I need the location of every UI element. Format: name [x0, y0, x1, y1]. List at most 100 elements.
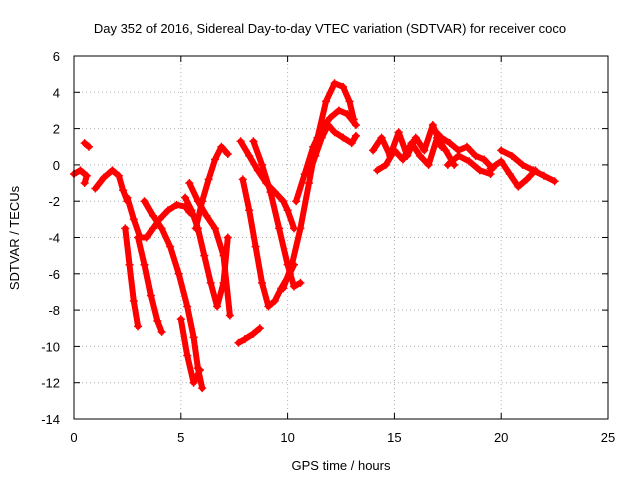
data-point [539, 171, 548, 180]
data-point [149, 211, 158, 220]
data-point [522, 175, 531, 184]
data-point [210, 224, 219, 233]
data-point [123, 193, 132, 202]
data-point [99, 173, 108, 182]
data-point [245, 206, 254, 215]
series-arc-11 [191, 142, 232, 233]
x-tick-label: 20 [494, 430, 508, 445]
y-tick-label: 6 [53, 49, 60, 64]
data-point [183, 302, 192, 311]
data-point [290, 282, 299, 291]
data-point [486, 164, 495, 173]
data-point [142, 233, 151, 242]
data-point [264, 302, 273, 311]
data-point [191, 224, 200, 233]
data-point [296, 224, 305, 233]
data-point [420, 146, 429, 155]
data-point [213, 302, 222, 311]
data-point [198, 384, 207, 393]
data-point [275, 224, 284, 233]
data-point [245, 151, 254, 160]
series-arc-14 [249, 137, 305, 291]
data-point [146, 291, 155, 300]
data-point [445, 139, 454, 148]
data-point [84, 142, 93, 151]
data-point [80, 179, 89, 188]
data-point [270, 297, 279, 306]
data-point [390, 146, 399, 155]
data-point [377, 133, 386, 142]
data-point [223, 233, 232, 242]
y-tick-label: 4 [53, 85, 60, 100]
data-point [125, 260, 134, 269]
data-point [257, 278, 266, 287]
data-point [529, 166, 538, 175]
data-point [134, 322, 143, 331]
data-point [339, 133, 348, 142]
y-tick-label: -14 [41, 412, 60, 427]
data-point [225, 311, 234, 320]
data-point [200, 251, 209, 260]
data-point [497, 157, 506, 166]
data-point [257, 160, 266, 169]
data-point [181, 193, 190, 202]
data-point [196, 365, 205, 374]
data-point [183, 351, 192, 360]
series-line [71, 167, 90, 186]
chart-title: Day 352 of 2016, Sidereal Day-to-day VTE… [94, 21, 566, 36]
series-arc-8 [176, 315, 205, 387]
data-point [166, 242, 175, 251]
data-point [140, 197, 149, 206]
data-point [234, 338, 243, 347]
data-point [550, 177, 559, 186]
data-point [292, 197, 301, 206]
data-point [411, 133, 420, 142]
data-point [326, 113, 335, 122]
series-line [374, 134, 458, 174]
data-point [518, 160, 527, 169]
y-tick-label: -4 [48, 231, 60, 246]
data-point [441, 146, 450, 155]
data-point [514, 182, 523, 191]
series-arc-2 [80, 139, 93, 151]
data-point [497, 146, 506, 155]
data-point [324, 120, 333, 129]
data-point [134, 233, 143, 242]
series-arc-1 [70, 166, 91, 188]
series-line [498, 147, 558, 185]
data-point [149, 224, 158, 233]
data-point [80, 139, 89, 148]
data-point [189, 333, 198, 342]
data-point [343, 110, 352, 119]
data-point [416, 151, 425, 160]
data-point [304, 179, 313, 188]
series-line [192, 143, 231, 232]
data-point [76, 166, 85, 175]
series-arc-3 [91, 166, 132, 206]
data-point [317, 133, 326, 142]
data-point [463, 142, 472, 151]
data-point [187, 206, 196, 215]
data-point [185, 179, 194, 188]
data-point [322, 97, 331, 106]
y-tick-label: -10 [41, 339, 60, 354]
data-point [198, 197, 207, 206]
series-line [177, 316, 203, 386]
data-point [219, 251, 228, 260]
data-point [279, 284, 288, 293]
x-tick-label: 5 [177, 430, 184, 445]
data-point [279, 197, 288, 206]
data-point [454, 151, 463, 160]
data-point [437, 133, 446, 142]
data-point [304, 169, 313, 178]
data-point [369, 146, 378, 155]
y-tick-label: -8 [48, 303, 60, 318]
data-point [204, 175, 213, 184]
y-tick-label: -2 [48, 194, 60, 209]
data-point [287, 260, 296, 269]
x-axis-label: GPS time / hours [292, 458, 391, 473]
y-tick-label: -6 [48, 267, 60, 282]
data-point [163, 206, 172, 215]
series-line [182, 194, 231, 310]
series-arc-4 [121, 224, 143, 331]
